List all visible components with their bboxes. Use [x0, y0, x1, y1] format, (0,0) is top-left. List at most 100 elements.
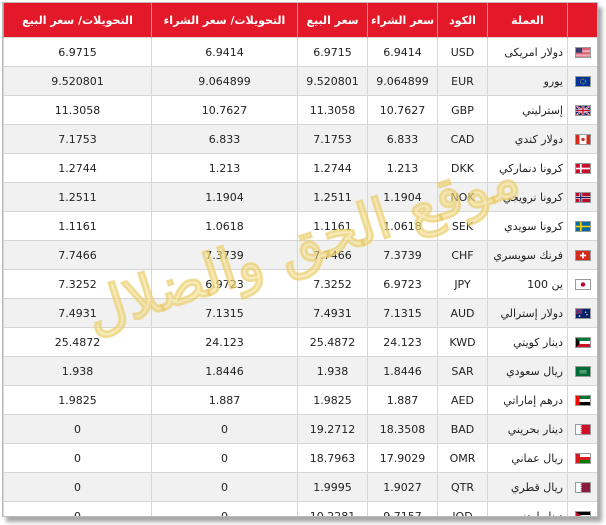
us-flag-icon: [574, 47, 591, 58]
currency-code: NOK: [437, 182, 488, 212]
header-flag: [567, 3, 597, 38]
transfer-sell-price: 1.1161: [3, 211, 152, 241]
buy-price: 1.1904: [367, 182, 438, 212]
buy-price: 6.9414: [367, 37, 438, 67]
transfer-buy-price: 1.0618: [151, 211, 298, 241]
table-header-row: العملة الكود سعر الشراء سعر البيع التحوي…: [3, 3, 597, 38]
transfer-sell-price: 7.4931: [3, 298, 152, 328]
transfer-sell-price: 7.1753: [3, 124, 152, 154]
transfer-sell-price: 7.3252: [3, 269, 152, 299]
header-currency: العملة: [487, 3, 568, 38]
buy-price: 7.1315: [367, 298, 438, 328]
transfer-sell-price: 25.4872: [3, 327, 152, 357]
currency-code: QTR: [437, 472, 488, 502]
table-row: فرنك سويسري CHF 7.3739 7.7466 7.3739 7.7466: [3, 240, 597, 270]
currency-name: دولار كندي: [487, 124, 568, 154]
table-row: دولار امريكى USD 6.9414 6.9715 6.9414 6.9715: [3, 37, 597, 67]
table-row: دولار إسترالي AUD 7.1315 7.4931 7.1315 7.4931: [3, 298, 597, 328]
sell-price: 25.4872: [297, 327, 368, 357]
transfer-buy-price: 1.213: [151, 153, 298, 183]
table-row: ريال قطري QTR 1.9027 1.9995 0 0: [3, 472, 597, 502]
transfer-buy-price: 7.1315: [151, 298, 298, 328]
transfer-sell-price: 6.9715: [3, 37, 152, 67]
buy-price: 1.213: [367, 153, 438, 183]
currency-name: كرونا دنماركي: [487, 153, 568, 183]
currency-name: كرونا سويدي: [487, 211, 568, 241]
currency-code: GBP: [437, 95, 488, 125]
transfer-sell-price: 0: [3, 443, 152, 473]
currency-code: JPY: [437, 269, 488, 299]
transfer-sell-price: 0: [3, 414, 152, 444]
currency-name: ريال قطري: [487, 472, 568, 502]
transfer-buy-price: 6.9414: [151, 37, 298, 67]
sa-flag-icon: [574, 366, 591, 377]
dk-flag-icon: [574, 163, 591, 174]
table-row: دينار اردني JOD 9.7157 10.2281 0 0: [3, 501, 597, 516]
transfer-buy-price: 0: [151, 501, 298, 516]
currency-code: AED: [437, 385, 488, 415]
transfer-sell-price: 1.2511: [3, 182, 152, 212]
flag-cell: [567, 153, 597, 183]
table-row: ريال سعودي SAR 1.8446 1.938 1.8446 1.938: [3, 356, 597, 386]
table-row: دولار كندي CAD 6.833 7.1753 6.833 7.1753: [3, 124, 597, 154]
currency-code: USD: [437, 37, 488, 67]
buy-price: 1.9027: [367, 472, 438, 502]
currency-code: EUR: [437, 66, 488, 96]
currency-code: SAR: [437, 356, 488, 386]
transfer-buy-price: 6.833: [151, 124, 298, 154]
header-sell: سعر البيع: [297, 3, 368, 38]
buy-price: 17.9029: [367, 443, 438, 473]
currency-code: JOD: [437, 501, 488, 516]
header-buy: سعر الشراء: [367, 3, 438, 38]
sell-price: 10.2281: [297, 501, 368, 516]
buy-price: 9.064899: [367, 66, 438, 96]
table-row: يورو EUR 9.064899 9.520801 9.064899 9.520801: [3, 66, 597, 96]
sell-price: 7.3252: [297, 269, 368, 299]
currency-code: CHF: [437, 240, 488, 270]
flag-cell: [567, 298, 597, 328]
flag-cell: [567, 443, 597, 473]
buy-price: 6.9723: [367, 269, 438, 299]
flag-cell: [567, 414, 597, 444]
sell-price: 1.2744: [297, 153, 368, 183]
transfer-buy-price: 7.3739: [151, 240, 298, 270]
kw-flag-icon: [574, 337, 591, 348]
table-row: ين 100 JPY 6.9723 7.3252 6.9723 7.3252: [3, 269, 597, 299]
currency-name: درهم إماراتي: [487, 385, 568, 415]
transfer-buy-price: 1.1904: [151, 182, 298, 212]
currency-code: KWD: [437, 327, 488, 357]
currency-name: دينار كويتي: [487, 327, 568, 357]
au-flag-icon: [574, 308, 591, 319]
buy-price: 24.123: [367, 327, 438, 357]
eu-flag-icon: [574, 76, 591, 87]
buy-price: 18.3508: [367, 414, 438, 444]
currency-name: دولار إسترالي: [487, 298, 568, 328]
currency-name: ريال سعودي: [487, 356, 568, 386]
transfer-buy-price: 0: [151, 443, 298, 473]
jp-flag-icon: [574, 279, 591, 290]
buy-price: 1.887: [367, 385, 438, 415]
header-code: الكود: [437, 3, 488, 38]
sell-price: 9.520801: [297, 66, 368, 96]
currency-code: AUD: [437, 298, 488, 328]
flag-cell: [567, 66, 597, 96]
currency-name: دولار امريكى: [487, 37, 568, 67]
transfer-sell-price: 1.2744: [3, 153, 152, 183]
flag-cell: [567, 95, 597, 125]
table-row: ريال عماني OMR 17.9029 18.7963 0 0: [3, 443, 597, 473]
currency-name: فرنك سويسري: [487, 240, 568, 270]
flag-cell: [567, 356, 597, 386]
table-row: كرونا سويدي SEK 1.0618 1.1161 1.0618 1.1161: [3, 211, 597, 241]
transfer-buy-price: 0: [151, 414, 298, 444]
flag-cell: [567, 240, 597, 270]
sell-price: 19.2712: [297, 414, 368, 444]
transfer-buy-price: 24.123: [151, 327, 298, 357]
currency-name: دينار اردني: [487, 501, 568, 516]
currency-name: إسترليني: [487, 95, 568, 125]
sell-price: 1.9825: [297, 385, 368, 415]
currency-name: كرونا نرويجي: [487, 182, 568, 212]
currency-name: ريال عماني: [487, 443, 568, 473]
currency-code: SEK: [437, 211, 488, 241]
flag-cell: [567, 124, 597, 154]
om-flag-icon: [574, 453, 591, 464]
